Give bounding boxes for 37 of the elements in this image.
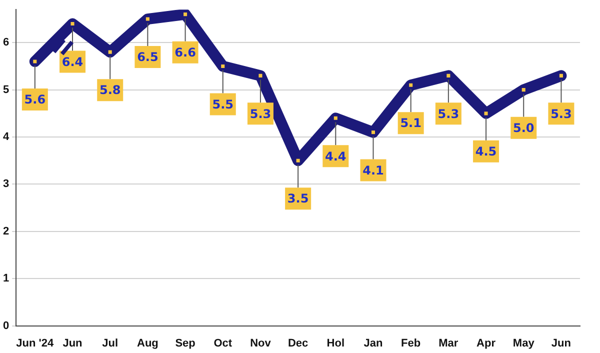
y-tick-label: 6 [2, 36, 10, 49]
data-label: 4.1 [362, 163, 384, 178]
y-tick-label: 3 [2, 178, 10, 190]
data-label: 5.6 [24, 92, 46, 107]
y-tick-label: 4 [2, 131, 10, 144]
data-label: 5.1 [400, 116, 422, 130]
data-label: 5.3 [550, 106, 572, 121]
data-label: 5.0 [512, 120, 534, 135]
data-label: 5.3 [250, 106, 272, 121]
x-tick-label: Jun '24 [16, 337, 55, 350]
data-label: 5.8 [99, 83, 121, 98]
x-tick-label: Oct [214, 337, 232, 350]
x-tick-label: Apr [476, 337, 496, 350]
data-label: 5.3 [438, 106, 460, 121]
x-tick-label: Jul [102, 337, 118, 350]
x-tick-label: Nov [250, 337, 272, 350]
x-tick-label: Feb [401, 337, 421, 350]
x-tick-label: Jun [551, 337, 572, 350]
data-label: 6.5 [137, 50, 158, 64]
x-tick-label: Sep [175, 337, 196, 350]
x-tick-label: Dec [288, 337, 308, 350]
y-tick-label: 1 [2, 272, 10, 285]
data-label: 4.4 [325, 149, 346, 164]
data-label: 5.5 [212, 97, 234, 112]
y-tick-label: 0 [2, 320, 10, 332]
data-label: 6.6 [174, 45, 196, 60]
y-tick-label: 2 [2, 225, 10, 238]
data-label: 4.5 [475, 144, 497, 159]
data-label: 6.4 [62, 54, 84, 69]
x-tick-label: Mar [438, 337, 459, 350]
x-tick-label: Hol [326, 337, 345, 350]
y-tick-label: 5 [2, 84, 10, 96]
x-tick-label: Aug [136, 337, 158, 350]
x-tick-label: Jun [62, 337, 83, 350]
x-tick-label: May [512, 337, 536, 350]
data-label: 3.5 [287, 192, 309, 206]
x-tick-label: Jan [364, 337, 383, 350]
